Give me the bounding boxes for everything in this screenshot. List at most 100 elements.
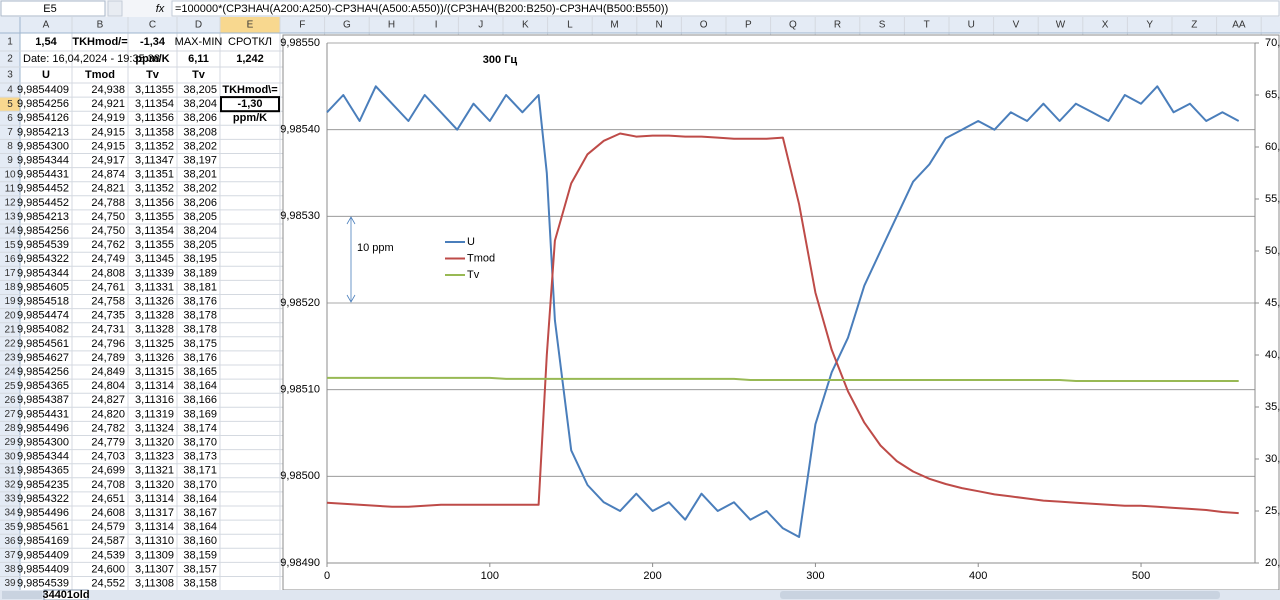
cell[interactable]: СРОТКЛ bbox=[228, 36, 272, 48]
cell[interactable]: 24,552 bbox=[91, 577, 125, 589]
cell[interactable]: 3,11321 bbox=[135, 465, 174, 477]
tab-nav[interactable] bbox=[2, 591, 42, 599]
row-header[interactable]: 12 bbox=[4, 197, 16, 208]
cell[interactable]: 24,874 bbox=[91, 169, 125, 181]
row-header[interactable]: 29 bbox=[4, 437, 16, 448]
cell[interactable]: ppm/K bbox=[135, 53, 169, 65]
cell[interactable]: 38,189 bbox=[183, 267, 217, 279]
cell[interactable]: 24,762 bbox=[91, 239, 125, 251]
row-header[interactable]: 30 bbox=[4, 451, 16, 462]
cell[interactable]: 9,9854126 bbox=[17, 112, 69, 124]
cell[interactable]: 24,761 bbox=[91, 281, 125, 293]
row-header[interactable]: 23 bbox=[4, 353, 16, 364]
column-header[interactable]: Q bbox=[789, 20, 797, 31]
cell[interactable]: 3,11309 bbox=[135, 549, 174, 561]
cell[interactable]: 38,157 bbox=[183, 563, 217, 575]
column-header[interactable]: Y bbox=[1146, 20, 1153, 31]
cell[interactable]: U bbox=[42, 69, 50, 81]
cell[interactable]: 1,242 bbox=[236, 53, 264, 65]
cell[interactable]: 9,9854496 bbox=[17, 422, 69, 434]
cell[interactable]: -1,30 bbox=[237, 98, 262, 110]
cell[interactable]: 38,167 bbox=[183, 507, 217, 519]
cell[interactable]: 38,164 bbox=[183, 521, 217, 533]
cell[interactable]: 24,587 bbox=[91, 535, 125, 547]
cell[interactable]: 24,796 bbox=[91, 338, 125, 350]
cell[interactable]: 9,9854627 bbox=[17, 352, 69, 364]
cell[interactable]: 3,11310 bbox=[135, 535, 174, 547]
column-header[interactable]: J bbox=[478, 20, 483, 31]
cell[interactable]: 3,11351 bbox=[135, 169, 174, 181]
cell[interactable]: 38,165 bbox=[183, 366, 217, 378]
column-header[interactable]: K bbox=[522, 20, 529, 31]
cell[interactable]: 9,9854256 bbox=[17, 98, 69, 110]
row-header[interactable]: 17 bbox=[4, 268, 16, 279]
cell[interactable]: 38,208 bbox=[183, 126, 217, 138]
cell[interactable]: Tv bbox=[192, 69, 206, 81]
cell[interactable]: 24,608 bbox=[91, 507, 125, 519]
formula-input[interactable] bbox=[171, 0, 1280, 17]
cell[interactable]: 9,9854452 bbox=[17, 183, 69, 195]
cell[interactable]: 24,703 bbox=[91, 451, 125, 463]
cell[interactable]: 38,201 bbox=[183, 169, 217, 181]
row-header[interactable]: 24 bbox=[4, 367, 16, 378]
column-header[interactable]: A bbox=[43, 20, 50, 31]
cell[interactable]: 9,9854300 bbox=[17, 436, 69, 448]
column-header[interactable]: V bbox=[1013, 20, 1020, 31]
cell[interactable]: 3,11307 bbox=[135, 563, 174, 575]
cell[interactable]: 38,175 bbox=[183, 338, 217, 350]
cell[interactable]: 9,9854300 bbox=[17, 140, 69, 152]
cell[interactable]: 38,173 bbox=[183, 451, 217, 463]
cell[interactable]: 3,11314 bbox=[135, 380, 174, 392]
cell[interactable]: 24,915 bbox=[91, 140, 125, 152]
cell[interactable]: 9,9854365 bbox=[17, 465, 69, 477]
column-header[interactable]: R bbox=[834, 20, 841, 31]
cell[interactable]: 38,206 bbox=[183, 112, 217, 124]
cell[interactable]: 38,160 bbox=[183, 535, 217, 547]
cell[interactable]: 3,11328 bbox=[135, 310, 174, 322]
row-header[interactable]: 19 bbox=[4, 296, 16, 307]
cell[interactable]: ppm/K bbox=[233, 112, 267, 124]
row-header[interactable]: 25 bbox=[4, 381, 16, 392]
cell[interactable]: 38,169 bbox=[183, 408, 217, 420]
cell[interactable]: 24,750 bbox=[91, 211, 125, 223]
cell[interactable]: 3,11314 bbox=[135, 521, 174, 533]
cell[interactable]: 9,9854539 bbox=[17, 239, 69, 251]
cell[interactable]: 24,579 bbox=[91, 521, 125, 533]
column-header[interactable]: E bbox=[247, 20, 254, 31]
cell[interactable]: 3,11314 bbox=[135, 493, 174, 505]
row-header[interactable]: 10 bbox=[4, 169, 16, 180]
cell[interactable]: 9,9854213 bbox=[17, 126, 69, 138]
cell[interactable]: Tmod bbox=[85, 69, 115, 81]
cell[interactable]: 3,11355 bbox=[135, 211, 174, 223]
row-header[interactable]: 34 bbox=[4, 508, 16, 519]
cell[interactable]: 9,9854322 bbox=[17, 253, 69, 265]
column-header[interactable]: B bbox=[97, 20, 104, 31]
column-header[interactable]: H bbox=[388, 20, 395, 31]
cell[interactable]: 9,9854518 bbox=[17, 295, 69, 307]
cell[interactable]: 3,11319 bbox=[135, 408, 174, 420]
cell[interactable]: 38,197 bbox=[183, 154, 217, 166]
cell[interactable]: 38,204 bbox=[183, 98, 217, 110]
row-header[interactable]: 6 bbox=[7, 113, 13, 124]
column-header[interactable]: W bbox=[1056, 20, 1066, 31]
cell[interactable]: 3,11339 bbox=[135, 267, 174, 279]
row-header[interactable]: 36 bbox=[4, 536, 16, 547]
cell[interactable]: 3,11355 bbox=[135, 239, 174, 251]
cell[interactable]: 9,9854409 bbox=[17, 549, 69, 561]
column-header[interactable]: O bbox=[700, 20, 708, 31]
cell[interactable]: 38,159 bbox=[183, 549, 217, 561]
cell[interactable]: 3,11308 bbox=[135, 577, 174, 589]
cell[interactable]: 24,749 bbox=[91, 253, 125, 265]
row-header[interactable]: 32 bbox=[4, 479, 16, 490]
cell[interactable]: 24,921 bbox=[91, 98, 125, 110]
cell[interactable]: 3,11326 bbox=[135, 352, 174, 364]
cell[interactable]: 38,202 bbox=[183, 140, 217, 152]
row-header[interactable]: 9 bbox=[7, 155, 13, 166]
cell[interactable]: 9,9854365 bbox=[17, 380, 69, 392]
cell[interactable]: 38,176 bbox=[183, 295, 217, 307]
row-header[interactable]: 13 bbox=[4, 212, 16, 223]
cell[interactable]: 9,9854256 bbox=[17, 225, 69, 237]
row-header[interactable]: 14 bbox=[4, 226, 16, 237]
cell[interactable]: 3,11316 bbox=[135, 394, 174, 406]
cell[interactable]: 24,919 bbox=[91, 112, 125, 124]
